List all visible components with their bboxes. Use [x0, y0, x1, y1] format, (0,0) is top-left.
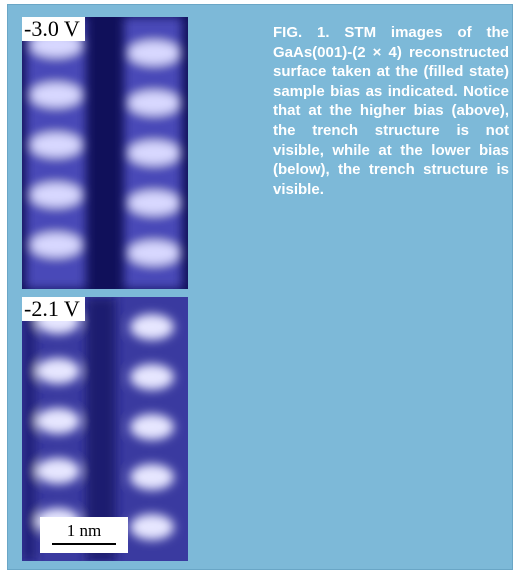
stm-image-top: [22, 17, 188, 289]
scale-bar-label: 1 nm: [52, 521, 116, 541]
panel-label: -3.0 V: [22, 17, 85, 41]
scale-bar-line: [52, 543, 116, 545]
panel-label: -2.1 V: [22, 297, 85, 321]
caption: FIG. 1. STM images of the GaAs(001)-(2 ×…: [273, 23, 509, 199]
scale-bar: 1 nm: [40, 517, 128, 553]
figure-frame: -3.0 V -2.1 V 1 nm FIG. 1. STM images of…: [7, 4, 513, 570]
